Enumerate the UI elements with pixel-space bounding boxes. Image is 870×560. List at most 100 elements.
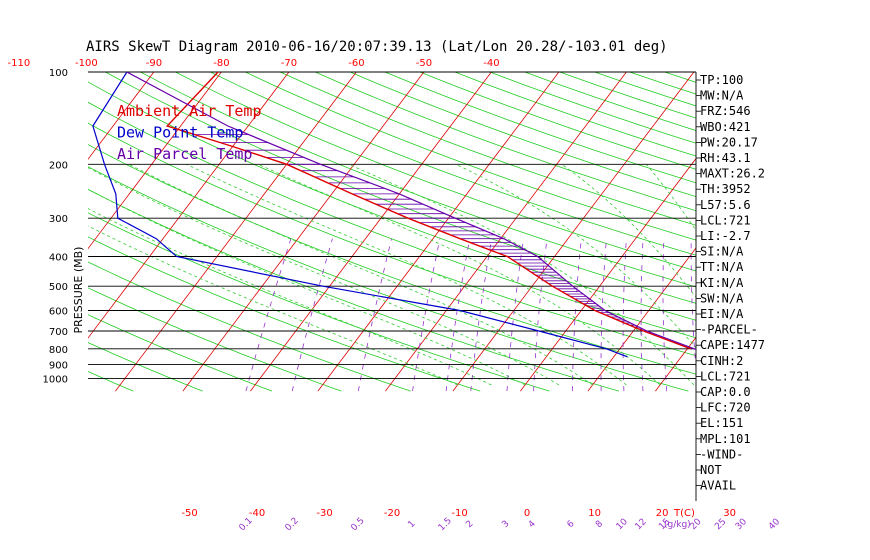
top-temp-tick-label: -70 (281, 58, 297, 69)
chart-title: AIRS SkewT Diagram 2010-06-16/20:07:39.1… (86, 39, 668, 55)
moist-adiabat (88, 167, 560, 386)
bottom-temp-tick-label: 30 (723, 508, 736, 519)
legend-entry: Ambient Air Temp (117, 102, 262, 120)
mixing-ratio-tick-label: 1 (406, 519, 417, 530)
profile-lines (92, 72, 696, 358)
mixing-ratio-line (622, 238, 627, 392)
pressure-tick-label: 800 (49, 345, 68, 356)
index-entry: LCL:721 (700, 369, 751, 383)
isotherm (790, 42, 870, 391)
dry-adiabat (88, 236, 481, 392)
dry-adiabat (88, 144, 696, 375)
dry-adiabat (88, 212, 550, 392)
isotherm (250, 72, 492, 392)
y-axis-label: PRESSURE (MB) (72, 247, 85, 334)
moist-adiabat (258, 163, 661, 386)
mixing-ratio-tick-label: 25 (713, 517, 728, 532)
mixing-ratio-line (291, 238, 333, 392)
dry-adiabat (453, 72, 696, 157)
mixing-ratio-tick-label: 12 (634, 517, 649, 532)
mixing-ratio-line (470, 238, 492, 392)
bottom-temp-tick-label: 10 (588, 508, 601, 519)
isotherm (858, 42, 870, 391)
mixing-ratio-line (412, 238, 441, 392)
mixing-ratio-line (245, 238, 292, 392)
bottom-temp-tick-label: -20 (384, 508, 400, 519)
mixing-ratio-tick-label: 0.5 (349, 516, 366, 533)
moist-adiabat (88, 188, 526, 386)
index-entry: FRZ:546 (700, 104, 751, 118)
dry-adiabat (383, 72, 696, 184)
pressure-tick-label: 200 (49, 160, 68, 171)
dry-adiabat (244, 72, 696, 241)
isotherm (115, 72, 357, 392)
mixing-ratio-tick-label: 0.2 (284, 516, 301, 533)
top-temp-tick-label: -90 (146, 58, 162, 69)
top-temp-tick-label: -80 (213, 58, 229, 69)
index-entry: RH:43.1 (700, 151, 751, 165)
moist-adiabat (88, 225, 458, 386)
index-entry: SW:N/A (700, 291, 744, 305)
isotherm (182, 72, 425, 392)
index-entry: EL:151 (700, 416, 743, 430)
legend: Ambient Air Temp Dew Point Temp Air Parcel… (117, 102, 262, 163)
dry-adiabat (523, 72, 696, 131)
pressure-tick-label: 700 (49, 327, 68, 338)
temp-unit-label: T(C) (673, 508, 695, 519)
index-entry: -PARCEL- (700, 323, 758, 337)
dry-adiabat (488, 72, 696, 144)
dry-adiabat (776, 42, 870, 391)
dry-adiabat (209, 72, 696, 256)
bottom-temp-tick-label: -30 (316, 508, 332, 519)
legend-entry: Dew Point Temp (117, 124, 243, 142)
index-entry: AVAIL (700, 479, 736, 493)
dry-adiabat (88, 287, 342, 392)
dry-adiabat (349, 72, 696, 198)
isotherm (452, 72, 695, 392)
isotherm (520, 157, 696, 392)
background-grid (88, 42, 870, 392)
dry-adiabat (88, 122, 696, 357)
pressure-tick-label: 100 (49, 68, 68, 79)
legend-entry: Air Parcel Temp (117, 145, 252, 163)
isotherm (385, 72, 627, 392)
dry-adiabat (558, 72, 696, 119)
mixing-ratio-tick-label: 3 (500, 519, 511, 530)
dry-adiabat (139, 72, 696, 288)
index-entry: LCL:721 (700, 213, 751, 227)
index-entry: MPL:101 (700, 432, 751, 446)
top-temp-tick-label: -100 (75, 58, 98, 69)
isotherm (88, 72, 155, 160)
index-entry: LFC:720 (700, 401, 751, 415)
pressure-tick-label: 900 (49, 360, 68, 371)
dry-adiabat (174, 72, 696, 272)
dry-adiabat (88, 342, 203, 392)
mixing-ratio-line (506, 238, 524, 392)
cape-hatching (194, 134, 657, 336)
bottom-temp-tick-label: 0 (524, 508, 530, 519)
mixing-ratio-tick-label: 40 (767, 517, 782, 532)
moist-adiabat (455, 163, 696, 349)
top-temp-tick-label: -50 (416, 58, 432, 69)
pressure-tick-label: 600 (49, 307, 68, 318)
pressure-tick-label: 1000 (43, 374, 68, 385)
moist-adiabat (186, 163, 627, 386)
index-entry: L57:5.6 (700, 198, 751, 212)
mixing-ratio-line (640, 238, 644, 392)
mixing-ratio-tick-label: 6 (566, 519, 577, 530)
pressure-tick-label: 300 (49, 214, 68, 225)
index-entry: CAPE:1477 (700, 338, 765, 352)
bottom-temp-tick-label: -10 (451, 508, 467, 519)
dry-adiabat (88, 314, 273, 392)
mixing-ratio-tick-label: 20 (689, 517, 704, 532)
top-temp-tick-label: -40 (483, 58, 499, 69)
moist-adiabat (348, 163, 695, 386)
index-entry: MW:N/A (700, 89, 744, 103)
mixing-ratio-line (662, 238, 668, 392)
index-entry: MAXT:26.2 (700, 167, 765, 181)
bottom-temp-tick-label: 20 (656, 508, 669, 519)
mixing-ratio-line (445, 238, 471, 392)
series-line-dew-point-temp (92, 72, 628, 358)
